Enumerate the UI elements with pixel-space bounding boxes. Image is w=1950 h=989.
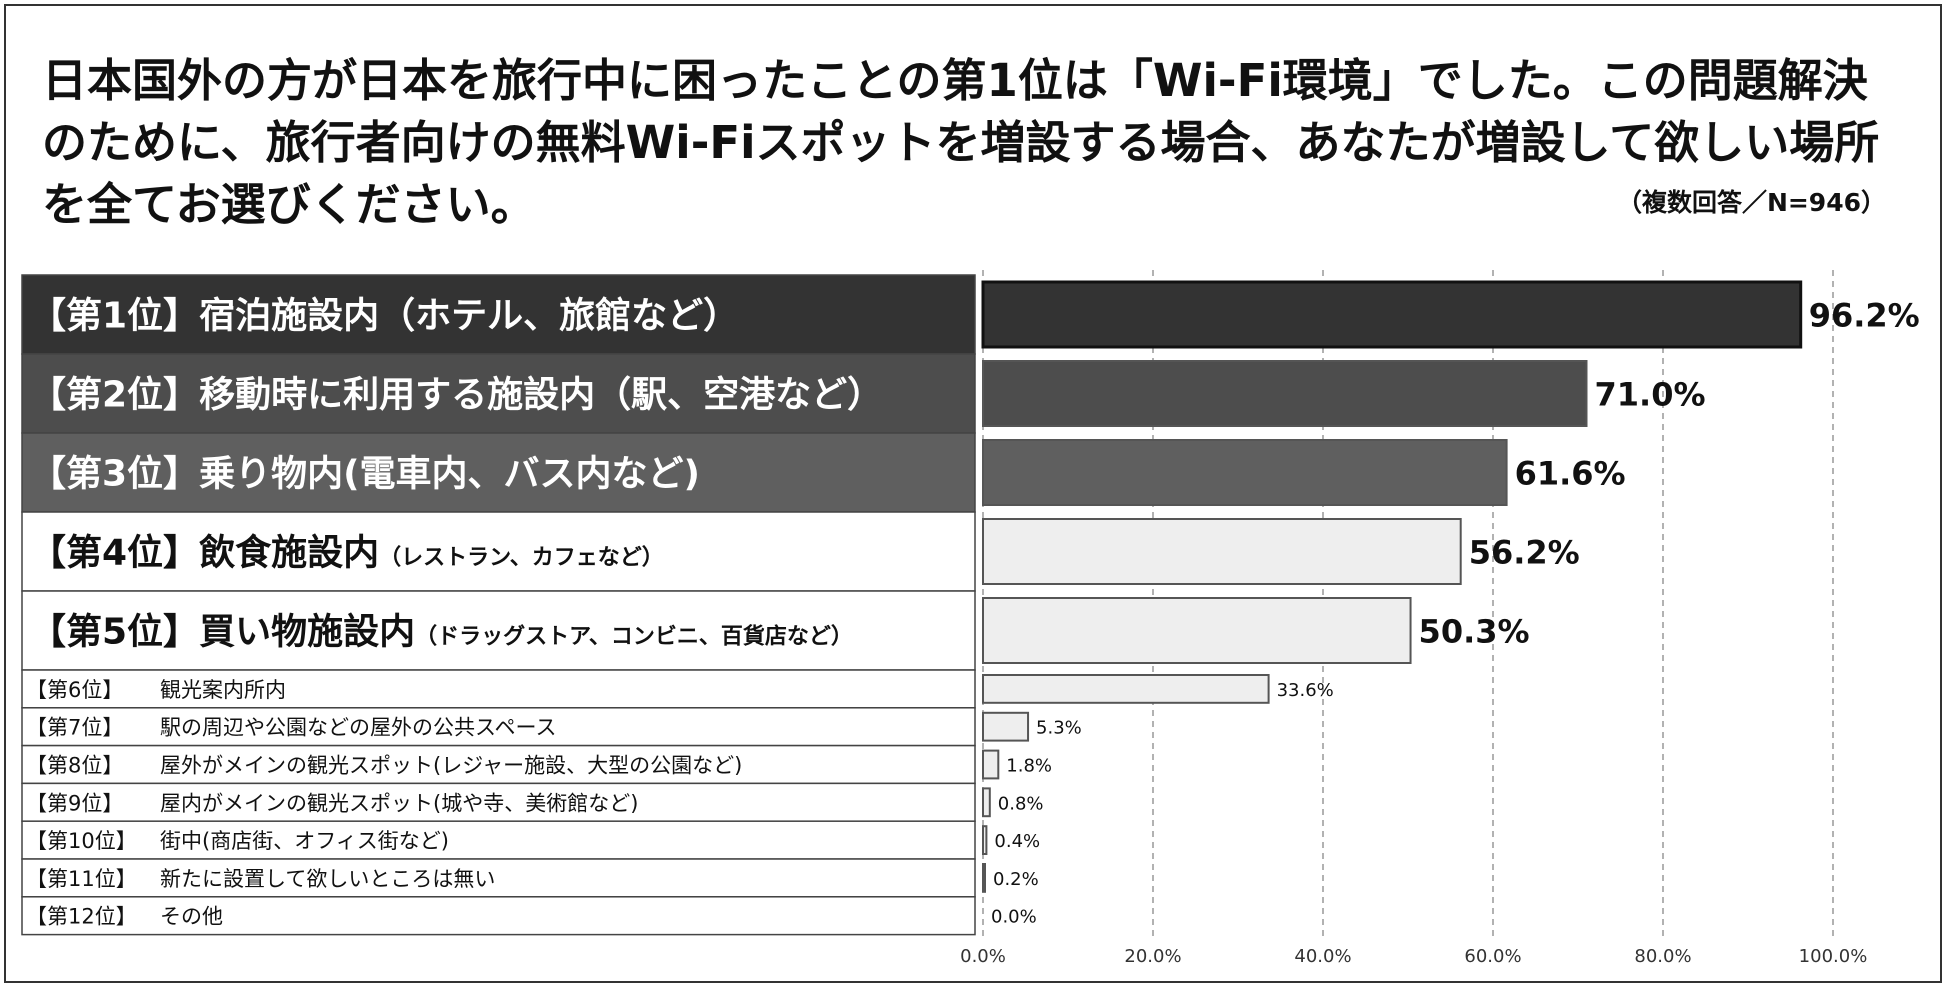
data-label: 71.0% (1595, 376, 1706, 414)
category-cell (21, 744, 976, 785)
category-rank: 【第6位】 (26, 678, 123, 702)
x-tick-label: 0.0% (960, 946, 1006, 967)
category-rank: 【第10位】 (26, 829, 137, 853)
category-rank: 【第1位】 (30, 296, 199, 337)
response-note: （複数回答／N=946） (1616, 188, 1886, 217)
category-cell (21, 707, 976, 747)
category-rank: 【第7位】 (26, 716, 123, 740)
data-label: 50.3% (1419, 613, 1530, 651)
category-main: 買い物施設内 (199, 612, 415, 653)
bar (982, 360, 1588, 427)
category-rank: 【第12位】 (26, 905, 137, 929)
data-label: 0.2% (993, 869, 1039, 890)
category-label: 【第2位】移動時に利用する施設内（駅、空港など） (30, 375, 883, 416)
category-cell (21, 820, 976, 860)
bar (982, 825, 988, 856)
category-main: 屋外がメインの観光スポット(レジャー施設、大型の公園など) (160, 754, 742, 778)
bar (982, 439, 1508, 506)
bar (982, 711, 1030, 742)
category-main: 駅の周辺や公園などの屋外の公共スペース (160, 716, 556, 740)
category-main: 屋内がメインの観光スポット(城や寺、美術館など) (160, 791, 638, 815)
category-rank: 【第11位】 (26, 867, 137, 891)
data-label: 0.0% (991, 907, 1037, 928)
category-label: 【第3位】乗り物内(電車内、バス内など) (30, 454, 700, 495)
x-tick-label: 60.0% (1464, 946, 1521, 967)
category-rank: 【第5位】 (30, 612, 199, 653)
bar (982, 674, 1270, 704)
category-rank: 【第3位】 (30, 454, 199, 495)
category-main: 乗り物内(電車内、バス内など) (199, 454, 700, 495)
bar (982, 597, 1412, 664)
x-tick-label: 40.0% (1294, 946, 1351, 967)
bar (982, 518, 1462, 585)
data-label: 33.6% (1277, 680, 1334, 701)
chart-title: 日本国外の方が日本を旅行中に困ったことの第1位は「Wi-Fi環境」でした。この問… (42, 54, 1880, 231)
category-rank: 【第9位】 (26, 791, 123, 815)
bar (981, 280, 1803, 349)
bar (982, 749, 1000, 780)
category-cell (21, 432, 976, 513)
category-cell (21, 782, 976, 822)
data-label: 5.3% (1036, 718, 1082, 739)
category-main: 移動時に利用する施設内（駅、空港など） (199, 375, 883, 416)
x-tick-label: 100.0% (1799, 946, 1868, 967)
category-rank: 【第2位】 (30, 375, 199, 416)
category-main: 新たに設置して欲しいところは無い (160, 867, 495, 891)
data-label: 1.8% (1006, 756, 1052, 777)
category-label: 【第5位】買い物施設内（ドラッグストア、コンビニ、百貨店など） (30, 612, 853, 653)
category-main: 観光案内所内 (160, 678, 286, 702)
category-label: 【第1位】宿泊施設内（ホテル、旅館など） (30, 295, 739, 337)
data-label: 96.2% (1809, 297, 1920, 335)
data-label: 56.2% (1469, 534, 1580, 572)
category-sub: （レストラン、カフェなど） (379, 546, 664, 571)
category-rank: 【第8位】 (26, 754, 123, 778)
category-main: 宿泊施設内（ホテル、旅館など） (199, 295, 739, 337)
category-cell (21, 896, 976, 936)
bar (982, 863, 986, 893)
category-cell (21, 511, 976, 592)
bar (982, 787, 991, 818)
x-tick-label: 80.0% (1634, 946, 1691, 967)
data-label: 0.8% (998, 793, 1044, 814)
category-main: 飲食施設内 (199, 533, 379, 574)
category-main: 街中(商店街、オフィス街など) (160, 829, 449, 853)
category-cell (21, 590, 976, 671)
category-sub: （ドラッグストア、コンビニ、百貨店など） (415, 624, 853, 650)
category-main: その他 (160, 905, 223, 929)
x-tick-label: 20.0% (1124, 946, 1181, 967)
category-rank: 【第4位】 (30, 533, 199, 574)
category-label: 【第4位】飲食施設内（レストラン、カフェなど） (30, 533, 664, 574)
category-cell (21, 858, 976, 898)
data-label: 61.6% (1515, 455, 1626, 493)
data-label: 0.4% (994, 831, 1040, 852)
